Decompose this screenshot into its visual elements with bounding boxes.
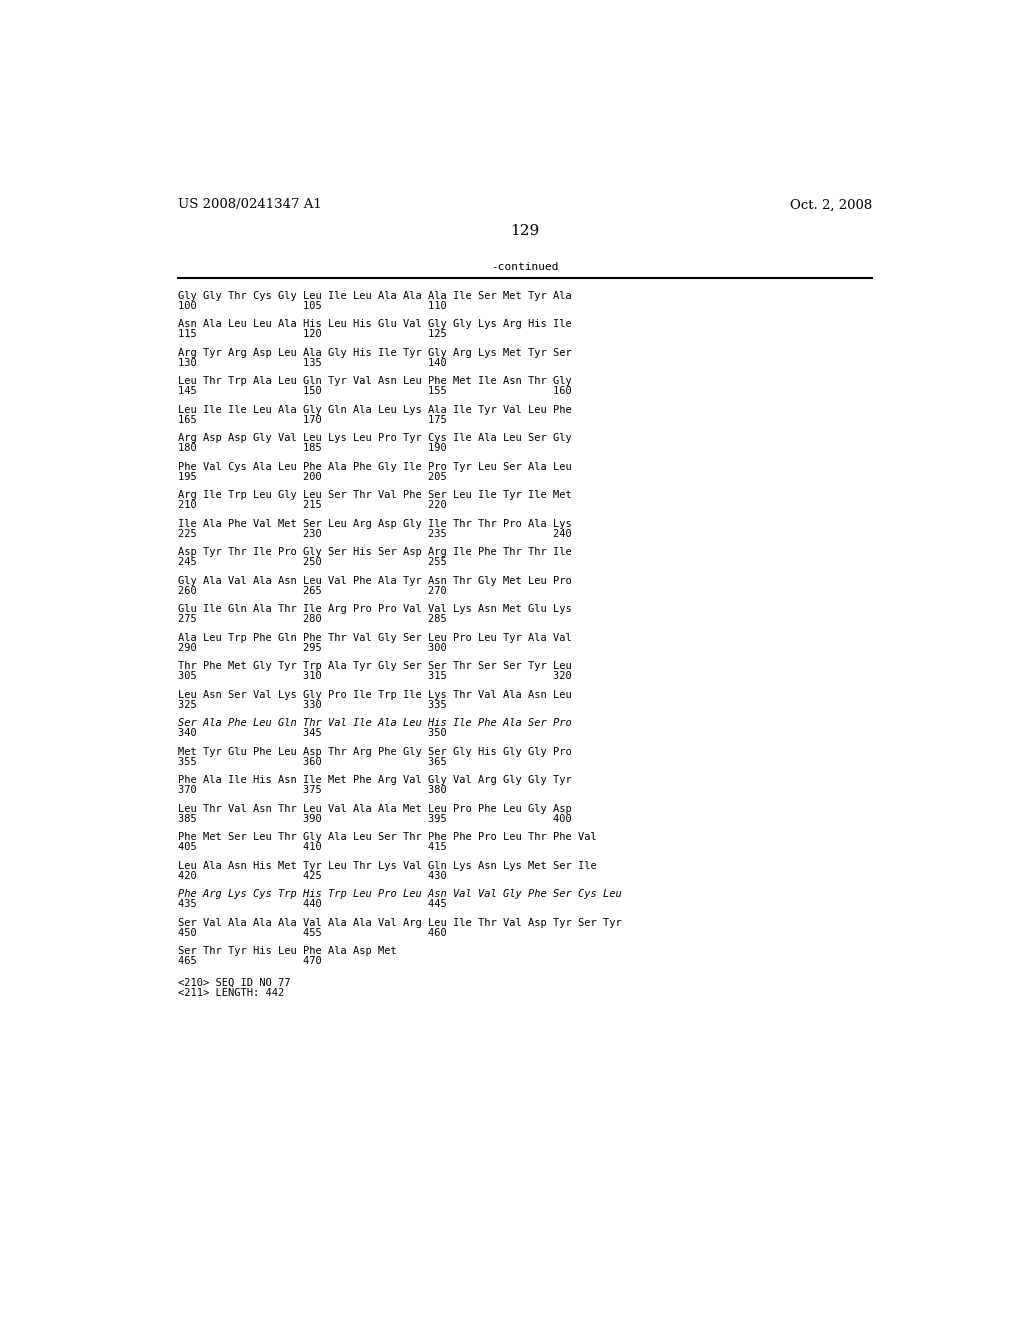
- Text: Leu Thr Val Asn Thr Leu Val Ala Ala Met Leu Pro Phe Leu Gly Asp: Leu Thr Val Asn Thr Leu Val Ala Ala Met …: [178, 804, 572, 813]
- Text: Phe Met Ser Leu Thr Gly Ala Leu Ser Thr Phe Phe Pro Leu Thr Phe Val: Phe Met Ser Leu Thr Gly Ala Leu Ser Thr …: [178, 832, 597, 842]
- Text: 130                 135                 140: 130 135 140: [178, 358, 447, 368]
- Text: 405                 410                 415: 405 410 415: [178, 842, 447, 853]
- Text: Ala Leu Trp Phe Gln Phe Thr Val Gly Ser Leu Pro Leu Tyr Ala Val: Ala Leu Trp Phe Gln Phe Thr Val Gly Ser …: [178, 632, 572, 643]
- Text: 210                 215                 220: 210 215 220: [178, 500, 447, 511]
- Text: Glu Ile Gln Ala Thr Ile Arg Pro Pro Val Val Lys Asn Met Glu Lys: Glu Ile Gln Ala Thr Ile Arg Pro Pro Val …: [178, 605, 572, 614]
- Text: Phe Arg Lys Cys Trp His Trp Leu Pro Leu Asn Val Val Gly Phe Ser Cys Leu: Phe Arg Lys Cys Trp His Trp Leu Pro Leu …: [178, 890, 623, 899]
- Text: Asn Ala Leu Leu Ala His Leu His Glu Val Gly Gly Lys Arg His Ile: Asn Ala Leu Leu Ala His Leu His Glu Val …: [178, 319, 572, 329]
- Text: 450                 455                 460: 450 455 460: [178, 928, 447, 937]
- Text: Arg Ile Trp Leu Gly Leu Ser Thr Val Phe Ser Leu Ile Tyr Ile Met: Arg Ile Trp Leu Gly Leu Ser Thr Val Phe …: [178, 490, 572, 500]
- Text: Phe Val Cys Ala Leu Phe Ala Phe Gly Ile Pro Tyr Leu Ser Ala Leu: Phe Val Cys Ala Leu Phe Ala Phe Gly Ile …: [178, 462, 572, 471]
- Text: 275                 280                 285: 275 280 285: [178, 614, 447, 624]
- Text: Asp Tyr Thr Ile Pro Gly Ser His Ser Asp Arg Ile Phe Thr Thr Ile: Asp Tyr Thr Ile Pro Gly Ser His Ser Asp …: [178, 548, 572, 557]
- Text: Met Tyr Glu Phe Leu Asp Thr Arg Phe Gly Ser Gly His Gly Gly Pro: Met Tyr Glu Phe Leu Asp Thr Arg Phe Gly …: [178, 747, 572, 756]
- Text: Leu Ile Ile Leu Ala Gly Gln Ala Leu Lys Ala Ile Tyr Val Leu Phe: Leu Ile Ile Leu Ala Gly Gln Ala Leu Lys …: [178, 405, 572, 414]
- Text: 355                 360                 365: 355 360 365: [178, 756, 447, 767]
- Text: Leu Thr Trp Ala Leu Gln Tyr Val Asn Leu Phe Met Ile Asn Thr Gly: Leu Thr Trp Ala Leu Gln Tyr Val Asn Leu …: [178, 376, 572, 387]
- Text: <211> LENGTH: 442: <211> LENGTH: 442: [178, 987, 285, 998]
- Text: Leu Asn Ser Val Lys Gly Pro Ile Trp Ile Lys Thr Val Ala Asn Leu: Leu Asn Ser Val Lys Gly Pro Ile Trp Ile …: [178, 689, 572, 700]
- Text: 420                 425                 430: 420 425 430: [178, 871, 447, 880]
- Text: Ser Ala Phe Leu Gln Thr Val Ile Ala Leu His Ile Phe Ala Ser Pro: Ser Ala Phe Leu Gln Thr Val Ile Ala Leu …: [178, 718, 572, 729]
- Text: <210> SEQ ID NO 77: <210> SEQ ID NO 77: [178, 978, 291, 987]
- Text: 165                 170                 175: 165 170 175: [178, 414, 447, 425]
- Text: US 2008/0241347 A1: US 2008/0241347 A1: [178, 198, 323, 211]
- Text: 435                 440                 445: 435 440 445: [178, 899, 447, 909]
- Text: 340                 345                 350: 340 345 350: [178, 729, 447, 738]
- Text: 100                 105                 110: 100 105 110: [178, 301, 447, 310]
- Text: 385                 390                 395                 400: 385 390 395 400: [178, 813, 572, 824]
- Text: 115                 120                 125: 115 120 125: [178, 330, 447, 339]
- Text: 260                 265                 270: 260 265 270: [178, 586, 447, 595]
- Text: 465                 470: 465 470: [178, 956, 323, 966]
- Text: Gly Gly Thr Cys Gly Leu Ile Leu Ala Ala Ala Ile Ser Met Tyr Ala: Gly Gly Thr Cys Gly Leu Ile Leu Ala Ala …: [178, 290, 572, 301]
- Text: Thr Phe Met Gly Tyr Trp Ala Tyr Gly Ser Ser Thr Ser Ser Tyr Leu: Thr Phe Met Gly Tyr Trp Ala Tyr Gly Ser …: [178, 661, 572, 671]
- Text: 245                 250                 255: 245 250 255: [178, 557, 447, 568]
- Text: Phe Ala Ile His Asn Ile Met Phe Arg Val Gly Val Arg Gly Gly Tyr: Phe Ala Ile His Asn Ile Met Phe Arg Val …: [178, 775, 572, 785]
- Text: -continued: -continued: [492, 263, 558, 272]
- Text: Leu Ala Asn His Met Tyr Leu Thr Lys Val Gln Lys Asn Lys Met Ser Ile: Leu Ala Asn His Met Tyr Leu Thr Lys Val …: [178, 861, 597, 871]
- Text: Gly Ala Val Ala Asn Leu Val Phe Ala Tyr Asn Thr Gly Met Leu Pro: Gly Ala Val Ala Asn Leu Val Phe Ala Tyr …: [178, 576, 572, 586]
- Text: Ile Ala Phe Val Met Ser Leu Arg Asp Gly Ile Thr Thr Pro Ala Lys: Ile Ala Phe Val Met Ser Leu Arg Asp Gly …: [178, 519, 572, 529]
- Text: 145                 150                 155                 160: 145 150 155 160: [178, 387, 572, 396]
- Text: 290                 295                 300: 290 295 300: [178, 643, 447, 652]
- Text: Arg Asp Asp Gly Val Leu Lys Leu Pro Tyr Cys Ile Ala Leu Ser Gly: Arg Asp Asp Gly Val Leu Lys Leu Pro Tyr …: [178, 433, 572, 444]
- Text: 129: 129: [510, 224, 540, 238]
- Text: Arg Tyr Arg Asp Leu Ala Gly His Ile Tyr Gly Arg Lys Met Tyr Ser: Arg Tyr Arg Asp Leu Ala Gly His Ile Tyr …: [178, 348, 572, 358]
- Text: Oct. 2, 2008: Oct. 2, 2008: [790, 198, 872, 211]
- Text: 180                 185                 190: 180 185 190: [178, 444, 447, 453]
- Text: Ser Val Ala Ala Ala Val Ala Ala Val Arg Leu Ile Thr Val Asp Tyr Ser Tyr: Ser Val Ala Ala Ala Val Ala Ala Val Arg …: [178, 917, 623, 928]
- Text: 195                 200                 205: 195 200 205: [178, 471, 447, 482]
- Text: Ser Thr Tyr His Leu Phe Ala Asp Met: Ser Thr Tyr His Leu Phe Ala Asp Met: [178, 946, 397, 956]
- Text: 325                 330                 335: 325 330 335: [178, 700, 447, 710]
- Text: 305                 310                 315                 320: 305 310 315 320: [178, 671, 572, 681]
- Text: 225                 230                 235                 240: 225 230 235 240: [178, 529, 572, 539]
- Text: 370                 375                 380: 370 375 380: [178, 785, 447, 795]
